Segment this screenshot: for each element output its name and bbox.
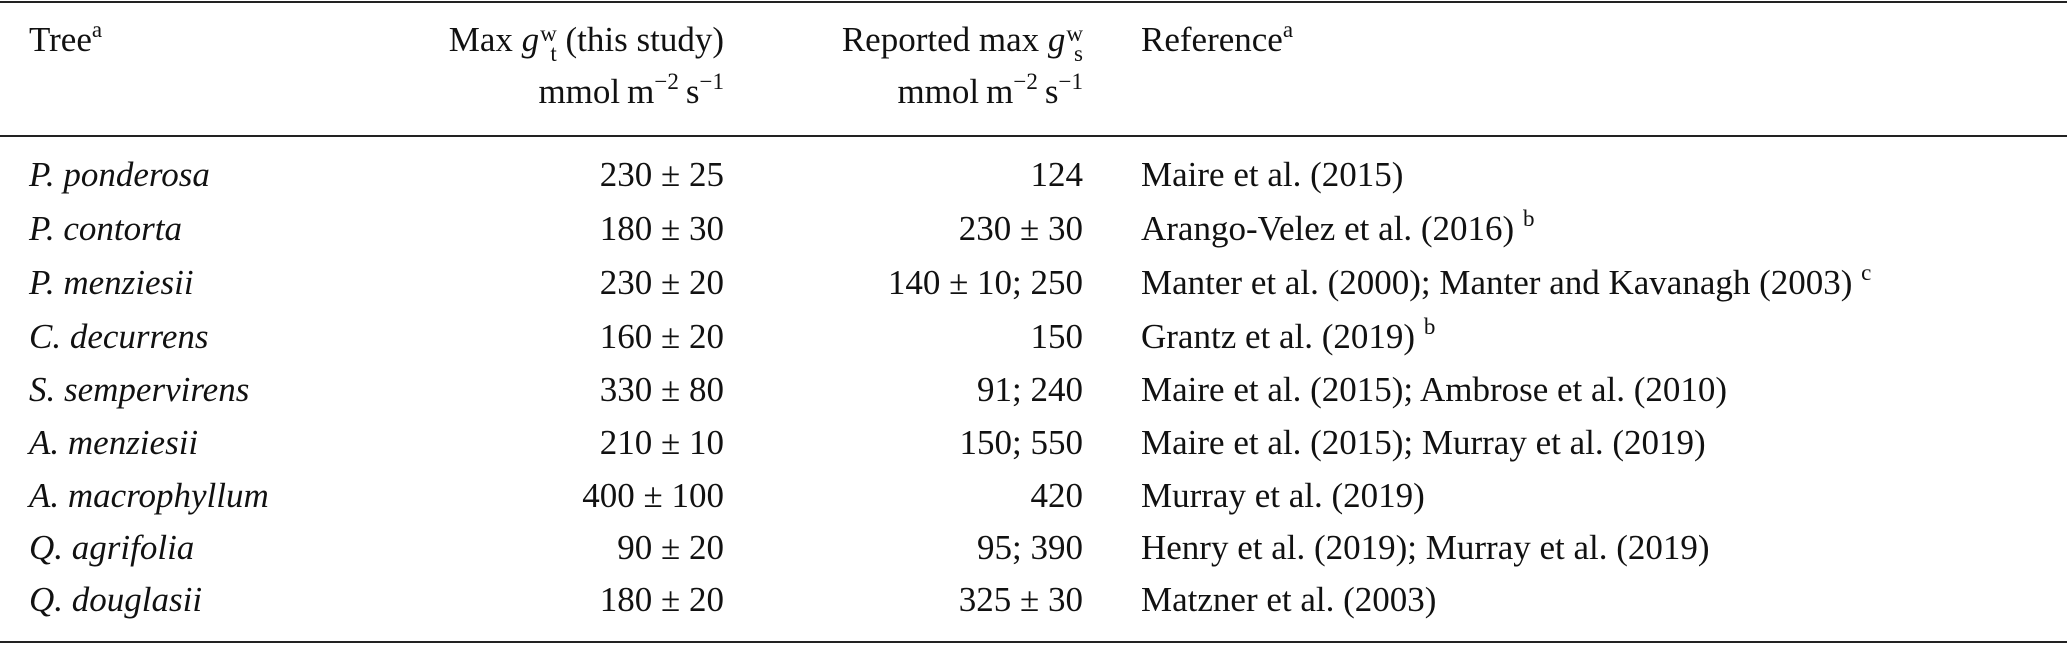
- unit-exp: −1: [699, 69, 724, 94]
- header-tree: Treea: [29, 17, 103, 60]
- tree-name: P. menziesii: [29, 263, 194, 302]
- max-conductance: 180 ± 30: [599, 209, 724, 248]
- reference: Arango-Velez et al. (2016) b: [1141, 206, 1535, 249]
- reported-conductance: 230 ± 30: [958, 209, 1083, 248]
- reference-text: Maire et al. (2015); Murray et al. (2019…: [1141, 423, 1706, 462]
- tree-name: Q. douglasii: [29, 580, 203, 619]
- top-rule: [0, 1, 2067, 3]
- superscript: w: [1066, 21, 1083, 46]
- tree-name: P. ponderosa: [29, 155, 210, 194]
- footnote-mark: b: [1423, 314, 1436, 339]
- reported-conductance: 150: [1030, 317, 1084, 356]
- unit-exp: −1: [1058, 69, 1083, 94]
- unit-exp: −2: [1013, 69, 1038, 94]
- max-conductance: 160 ± 20: [599, 317, 724, 356]
- tree-name: P. contorta: [29, 209, 182, 248]
- reference: Maire et al. (2015); Ambrose et al. (201…: [1141, 370, 1727, 410]
- superscript: w: [540, 21, 557, 46]
- footnote-mark: b: [1522, 206, 1535, 231]
- unit-part: s: [685, 72, 700, 111]
- header-rule: [0, 135, 2067, 137]
- reference: Grantz et al. (2019) b: [1141, 314, 1436, 357]
- max-conductance: 90 ± 20: [617, 528, 724, 567]
- reference: Maire et al. (2015): [1141, 155, 1403, 195]
- reported-conductance: 140 ± 10; 250: [887, 263, 1083, 302]
- symbol: g: [1047, 20, 1066, 59]
- reference: Murray et al. (2019): [1141, 476, 1425, 516]
- tree-name: A. menziesii: [29, 423, 199, 462]
- subscript: t: [550, 41, 557, 66]
- max-conductance: 400 ± 100: [582, 476, 724, 515]
- reference: Maire et al. (2015); Murray et al. (2019…: [1141, 423, 1706, 463]
- header-text: Reference: [1141, 20, 1283, 59]
- header-text: Reported max: [841, 20, 1040, 59]
- symbol: g: [521, 20, 540, 59]
- unit-exp: −2: [654, 69, 679, 94]
- unit-part: m: [986, 72, 1014, 111]
- bottom-rule: [0, 641, 2067, 643]
- reference: Henry et al. (2019); Murray et al. (2019…: [1141, 528, 1710, 568]
- header-text: (this study): [565, 20, 724, 59]
- reported-conductance: 420: [1030, 476, 1084, 515]
- reported-conductance: 95; 390: [977, 528, 1083, 567]
- header-reference: Referencea: [1141, 17, 1294, 60]
- reported-conductance: 124: [1030, 155, 1084, 194]
- reported-conductance: 91; 240: [977, 370, 1083, 409]
- unit-part: mmol: [538, 72, 621, 111]
- unit-part: mmol: [897, 72, 980, 111]
- max-conductance: 230 ± 20: [599, 263, 724, 302]
- tree-name: Q. agrifolia: [29, 528, 195, 567]
- max-conductance: 180 ± 20: [599, 580, 724, 619]
- header-text: Max: [448, 20, 513, 59]
- tree-name: S. sempervirens: [29, 370, 250, 409]
- footnote-mark: c: [1861, 260, 1872, 285]
- reference: Manter et al. (2000); Manter and Kavanag…: [1141, 260, 1872, 303]
- max-conductance: 330 ± 80: [599, 370, 724, 409]
- header-text: Tree: [29, 20, 92, 59]
- reference-text: Arango-Velez et al. (2016): [1141, 209, 1515, 248]
- tree-name: C. decurrens: [29, 317, 209, 356]
- unit-part: s: [1044, 72, 1059, 111]
- footnote-mark: a: [91, 17, 103, 42]
- reference-text: Maire et al. (2015): [1141, 155, 1404, 194]
- reference-text: Manter et al. (2000); Manter and Kavanag…: [1141, 263, 1853, 302]
- reference-text: Matzner et al. (2003): [1141, 580, 1437, 619]
- subscript: s: [1074, 41, 1083, 66]
- reported-conductance: 325 ± 30: [958, 580, 1083, 619]
- unit: mmol m−2 s−1: [538, 69, 724, 112]
- reference-text: Henry et al. (2019); Murray et al. (2019…: [1141, 528, 1710, 567]
- reference-text: Grantz et al. (2019): [1141, 317, 1416, 356]
- reference: Matzner et al. (2003): [1141, 580, 1436, 620]
- reference-text: Murray et al. (2019): [1141, 476, 1425, 515]
- reference-text: Maire et al. (2015); Ambrose et al. (201…: [1141, 370, 1728, 409]
- footnote-mark: a: [1282, 17, 1294, 42]
- unit-part: m: [627, 72, 655, 111]
- tree-name: A. macrophyllum: [29, 476, 269, 515]
- reported-conductance: 150; 550: [959, 423, 1083, 462]
- unit: mmol m−2 s−1: [897, 69, 1083, 112]
- max-conductance: 230 ± 25: [599, 155, 724, 194]
- max-conductance: 210 ± 10: [599, 423, 724, 462]
